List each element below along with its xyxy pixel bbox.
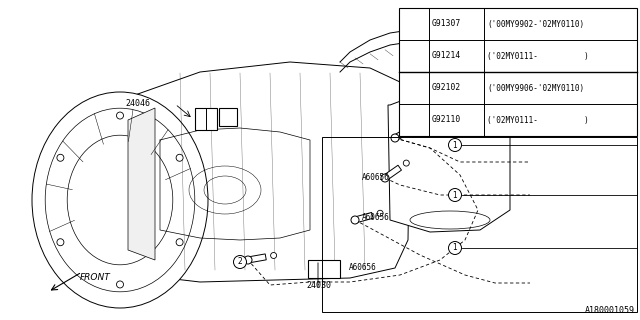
Ellipse shape [32,92,208,308]
Circle shape [415,122,420,128]
Bar [195,108,217,130]
Circle shape [449,242,461,254]
Circle shape [176,239,183,246]
Polygon shape [128,108,155,260]
Circle shape [351,216,359,224]
Circle shape [57,154,64,161]
Text: ('02MY0111-          ): ('02MY0111- ) [487,52,589,60]
Text: G91214: G91214 [432,52,461,60]
Text: ('00MY9906-'02MY0110): ('00MY9906-'02MY0110) [487,84,584,92]
Circle shape [234,255,246,268]
Text: A60656: A60656 [349,263,376,272]
Circle shape [271,252,276,259]
Circle shape [377,210,383,216]
Polygon shape [383,165,401,180]
Text: 2: 2 [412,100,417,108]
Ellipse shape [410,211,490,229]
Text: A60656: A60656 [362,213,389,222]
Circle shape [449,188,461,202]
Text: 1: 1 [452,190,458,199]
Ellipse shape [410,88,490,106]
Text: ('02MY0111-          ): ('02MY0111- ) [487,116,589,124]
Circle shape [406,32,422,48]
Text: A60656: A60656 [362,173,389,182]
Circle shape [116,281,124,288]
Text: G91307: G91307 [432,20,461,28]
Text: ('00MY9902-'02MY0110): ('00MY9902-'02MY0110) [487,20,584,28]
Circle shape [176,154,183,161]
Polygon shape [354,212,373,223]
Text: FRONT: FRONT [80,273,111,282]
Circle shape [391,134,399,142]
Text: 24046: 24046 [125,100,150,108]
Circle shape [449,139,461,151]
Bar [308,260,340,278]
Text: 1: 1 [452,244,458,252]
Text: A180001059: A180001059 [585,306,635,315]
Text: G92102: G92102 [432,84,461,92]
Text: 2: 2 [237,258,243,267]
Circle shape [116,112,124,119]
Bar [399,8,637,136]
Polygon shape [388,90,510,232]
Circle shape [381,174,389,182]
Circle shape [57,239,64,246]
Polygon shape [128,62,410,282]
Circle shape [406,96,422,112]
Text: 1: 1 [412,36,417,44]
Text: 1: 1 [452,140,458,149]
Bar [322,137,637,312]
Polygon shape [248,254,266,263]
Polygon shape [394,126,412,140]
Bar [219,108,237,126]
Circle shape [403,160,410,166]
Circle shape [244,256,252,264]
Text: G92110: G92110 [432,116,461,124]
Text: 24030: 24030 [306,282,331,291]
